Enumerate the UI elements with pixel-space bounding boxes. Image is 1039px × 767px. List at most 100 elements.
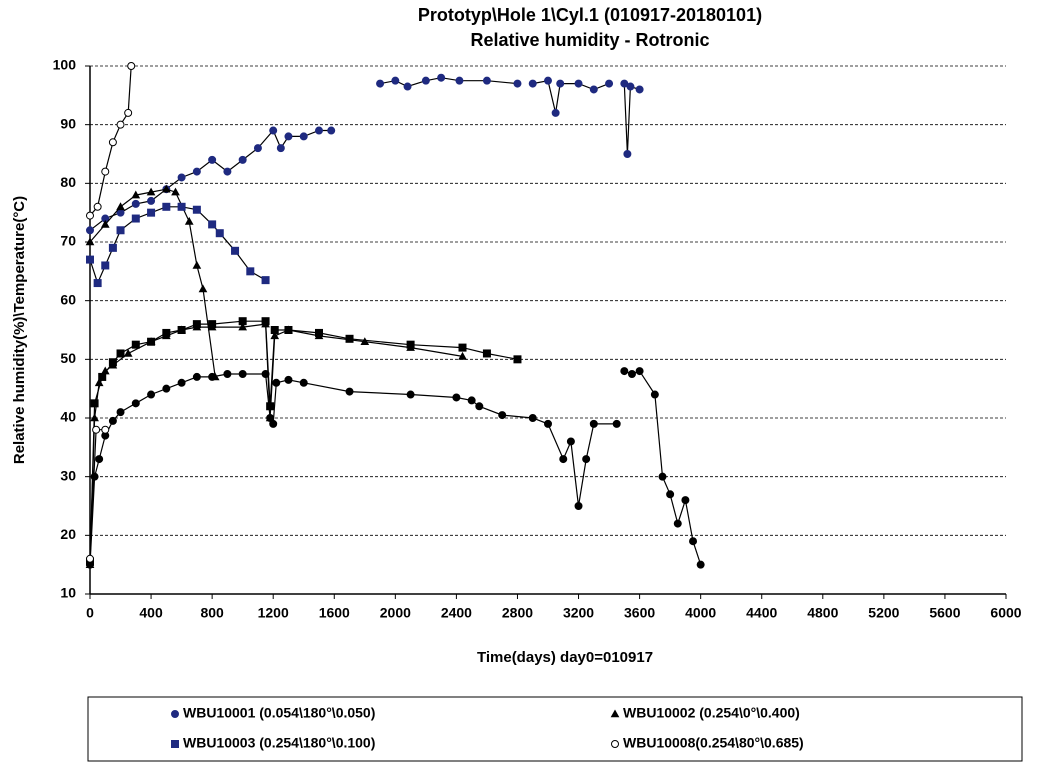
x-tick-label: 0 xyxy=(86,605,94,621)
marker xyxy=(131,199,140,208)
marker xyxy=(498,411,507,420)
marker xyxy=(192,205,201,214)
marker xyxy=(315,126,323,135)
marker xyxy=(284,326,293,334)
legend-marker xyxy=(171,710,179,718)
marker xyxy=(475,402,484,411)
marker xyxy=(108,358,117,367)
marker xyxy=(124,108,133,117)
marker xyxy=(327,126,336,135)
marker xyxy=(623,150,632,158)
marker xyxy=(238,370,247,378)
marker xyxy=(452,393,461,402)
marker xyxy=(246,267,255,276)
x-tick-label: 6000 xyxy=(990,605,1021,621)
x-tick-label: 4800 xyxy=(807,605,838,621)
marker xyxy=(123,348,133,357)
marker xyxy=(556,79,565,88)
marker xyxy=(544,419,552,428)
marker xyxy=(108,138,117,147)
marker xyxy=(223,370,232,378)
x-tick-label: 3600 xyxy=(624,605,655,621)
marker xyxy=(90,399,99,408)
x-tick-label: 5600 xyxy=(929,605,960,621)
marker xyxy=(93,202,102,211)
marker xyxy=(269,419,278,428)
marker xyxy=(223,167,232,176)
marker xyxy=(458,343,467,352)
y-tick-label: 100 xyxy=(53,57,77,73)
series-line xyxy=(89,370,702,565)
marker xyxy=(92,425,101,434)
legend-box xyxy=(87,696,1023,762)
marker xyxy=(208,155,217,164)
marker xyxy=(85,237,95,246)
marker xyxy=(116,408,125,417)
marker xyxy=(161,184,171,193)
marker xyxy=(116,202,125,211)
marker xyxy=(437,73,446,82)
marker xyxy=(566,437,575,446)
marker xyxy=(299,132,308,141)
legend-label: WBU10002 (0.254\0°\0.400) xyxy=(623,705,800,721)
marker xyxy=(528,414,537,422)
marker xyxy=(192,320,201,329)
marker xyxy=(681,496,690,505)
marker xyxy=(147,337,156,346)
marker xyxy=(482,349,491,358)
marker xyxy=(146,187,156,196)
x-tick-label: 3200 xyxy=(563,605,594,621)
marker xyxy=(455,76,464,85)
marker xyxy=(658,472,667,481)
marker xyxy=(116,226,125,235)
marker xyxy=(162,384,171,393)
chart-title: Prototyp\Hole 1\Cyl.1 (010917-20180101) xyxy=(418,5,762,25)
marker xyxy=(299,378,308,387)
marker xyxy=(559,455,568,464)
marker xyxy=(162,328,171,337)
marker xyxy=(612,419,621,428)
marker xyxy=(131,340,140,349)
marker xyxy=(360,337,370,346)
marker xyxy=(253,144,262,153)
y-tick-label: 60 xyxy=(60,291,76,307)
x-tick-label: 5200 xyxy=(868,605,899,621)
marker xyxy=(101,425,110,434)
marker xyxy=(98,372,107,381)
x-tick-label: 2800 xyxy=(502,605,533,621)
marker xyxy=(116,349,125,358)
marker xyxy=(238,317,247,326)
marker xyxy=(147,196,156,205)
marker xyxy=(93,279,102,288)
marker xyxy=(184,216,194,225)
marker xyxy=(192,372,201,381)
marker xyxy=(131,190,141,199)
marker xyxy=(627,370,636,378)
marker xyxy=(198,284,208,293)
marker xyxy=(177,378,186,387)
y-tick-label: 30 xyxy=(60,467,76,483)
x-tick-label: 2000 xyxy=(380,605,411,621)
series-line xyxy=(89,77,640,231)
marker xyxy=(391,76,400,85)
marker xyxy=(171,187,180,196)
legend-marker xyxy=(611,740,619,748)
y-tick-label: 50 xyxy=(60,350,76,366)
marker xyxy=(177,202,186,211)
x-tick-label: 1600 xyxy=(319,605,350,621)
marker xyxy=(528,79,537,88)
marker xyxy=(345,334,354,343)
marker xyxy=(315,328,323,337)
marker xyxy=(376,79,385,88)
marker xyxy=(100,219,110,228)
marker xyxy=(482,76,491,85)
marker xyxy=(269,126,278,135)
marker xyxy=(421,76,430,85)
marker xyxy=(284,132,293,141)
marker xyxy=(626,82,635,91)
marker xyxy=(131,214,140,223)
y-tick-label: 40 xyxy=(60,409,76,425)
marker xyxy=(574,502,583,510)
marker xyxy=(86,226,94,235)
marker xyxy=(208,320,217,329)
